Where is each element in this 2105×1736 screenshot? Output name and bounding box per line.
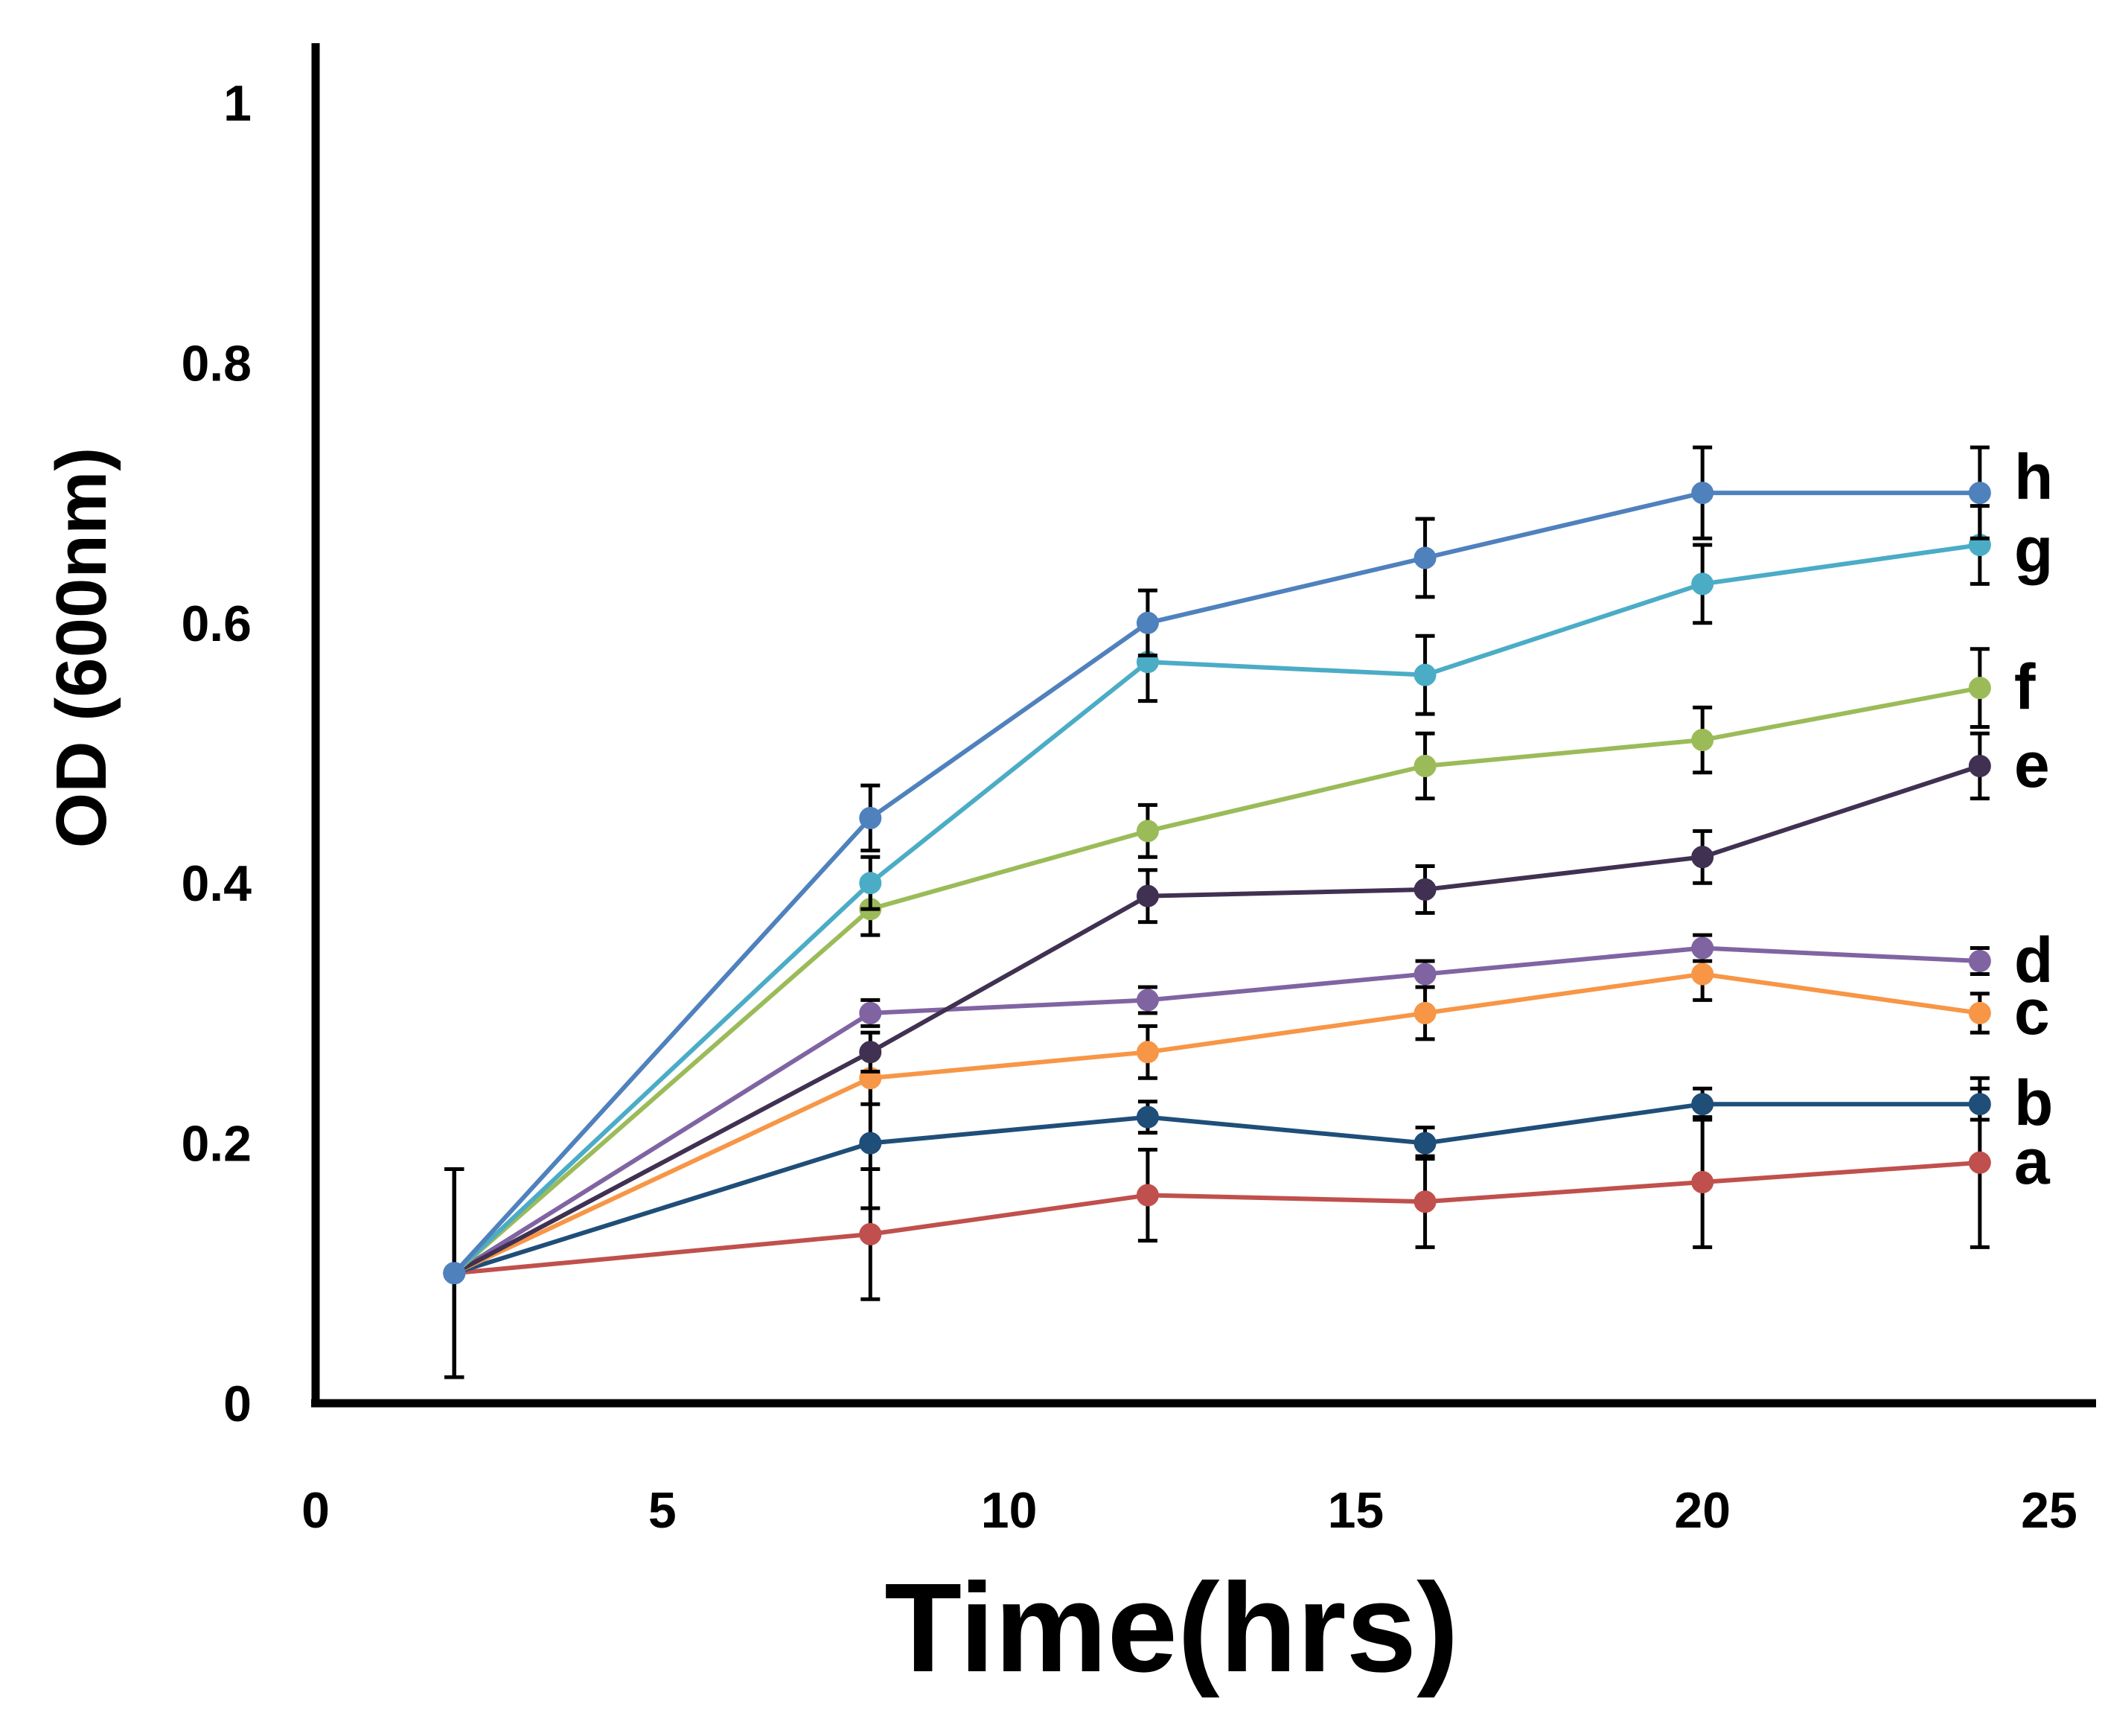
- data-point-f: [1136, 820, 1159, 843]
- series-line-h: [453, 491, 1980, 1275]
- y-tick-label: 0.4: [181, 855, 252, 912]
- tick-labels: 0 5 10 15 20 25 0 0.2 0.4 0.6 0.8 1: [181, 75, 2077, 1539]
- series-layer: [443, 445, 1991, 1379]
- series-line-f: [453, 686, 1981, 1275]
- x-axis-title: Time(hrs): [884, 1557, 1458, 1699]
- series-label-h: h: [2014, 441, 2054, 513]
- series-a: [443, 1076, 1991, 1379]
- axes-layer: [311, 43, 2096, 1408]
- series-label-g: g: [2014, 514, 2054, 586]
- series-label-b: b: [2014, 1068, 2054, 1139]
- data-point-h: [1414, 546, 1437, 569]
- data-point-f: [1968, 677, 1991, 700]
- series-line-g: [453, 543, 1981, 1275]
- data-point-b: [859, 1132, 882, 1155]
- data-point-c: [1691, 963, 1714, 986]
- data-point-d: [1691, 936, 1714, 960]
- data-point-g: [859, 872, 882, 895]
- data-point-a: [1968, 1151, 1991, 1174]
- x-tick-label: 15: [1328, 1482, 1384, 1539]
- data-point-d: [1968, 950, 1991, 973]
- data-point-h: [1136, 611, 1159, 634]
- x-tick-label: 5: [648, 1482, 677, 1539]
- series-line-e: [453, 764, 1981, 1275]
- series-line-b: [453, 1102, 1980, 1276]
- data-point-g: [1414, 663, 1437, 686]
- x-tick-label: 25: [2021, 1482, 2077, 1539]
- data-point-h: [859, 806, 882, 829]
- series-line-d: [453, 945, 1980, 1275]
- data-point-c: [1414, 1001, 1437, 1024]
- y-tick-label: 1: [223, 75, 252, 132]
- data-point-g: [1691, 572, 1714, 596]
- data-point-a: [1136, 1184, 1159, 1207]
- y-tick-label: 0: [223, 1376, 252, 1432]
- data-point-e: [1414, 878, 1437, 901]
- data-point-b: [1968, 1093, 1991, 1116]
- series-label-e: e: [2014, 730, 2050, 801]
- data-point-h: [1691, 482, 1714, 505]
- data-point-f: [1414, 754, 1437, 777]
- series-f: [443, 647, 1991, 1379]
- data-point-d: [859, 1001, 882, 1024]
- series-label-d: d: [2014, 925, 2054, 996]
- data-point-a: [1414, 1190, 1437, 1213]
- data-point-e: [1691, 846, 1714, 869]
- y-tick-label: 0.2: [181, 1116, 252, 1172]
- series-h: [443, 445, 1991, 1379]
- y-tick-label: 0.8: [181, 335, 252, 392]
- data-point-d: [1414, 963, 1437, 986]
- data-point-e: [859, 1041, 882, 1064]
- data-point-b: [1691, 1093, 1714, 1116]
- x-tick-label: 10: [981, 1482, 1038, 1539]
- series-label-c: c: [2014, 977, 2050, 1048]
- x-tick-label: 20: [1674, 1482, 1731, 1539]
- data-point-a: [1691, 1171, 1714, 1194]
- data-point-c: [1968, 1001, 1991, 1024]
- data-point-c: [1136, 1041, 1159, 1064]
- series-line-c: [453, 971, 1981, 1276]
- series-c: [443, 946, 1991, 1379]
- series-label-f: f: [2014, 651, 2036, 723]
- series-e: [443, 731, 1991, 1379]
- data-point-f: [1691, 729, 1714, 752]
- x-tick-label: 0: [301, 1482, 330, 1539]
- series-b: [443, 1076, 1991, 1379]
- data-point-h: [443, 1262, 466, 1285]
- y-axis-title: OD (600nm): [42, 447, 121, 849]
- data-point-h: [1968, 482, 1991, 505]
- data-point-b: [1136, 1105, 1159, 1129]
- data-point-b: [1414, 1132, 1437, 1155]
- series-label-a: a: [2014, 1126, 2051, 1198]
- series-line-a: [454, 1160, 1981, 1276]
- data-point-a: [859, 1222, 882, 1245]
- data-point-e: [1968, 754, 1991, 777]
- y-tick-label: 0.6: [181, 596, 252, 652]
- data-point-e: [1136, 884, 1159, 907]
- data-point-d: [1136, 989, 1159, 1012]
- series-g: [443, 504, 1991, 1379]
